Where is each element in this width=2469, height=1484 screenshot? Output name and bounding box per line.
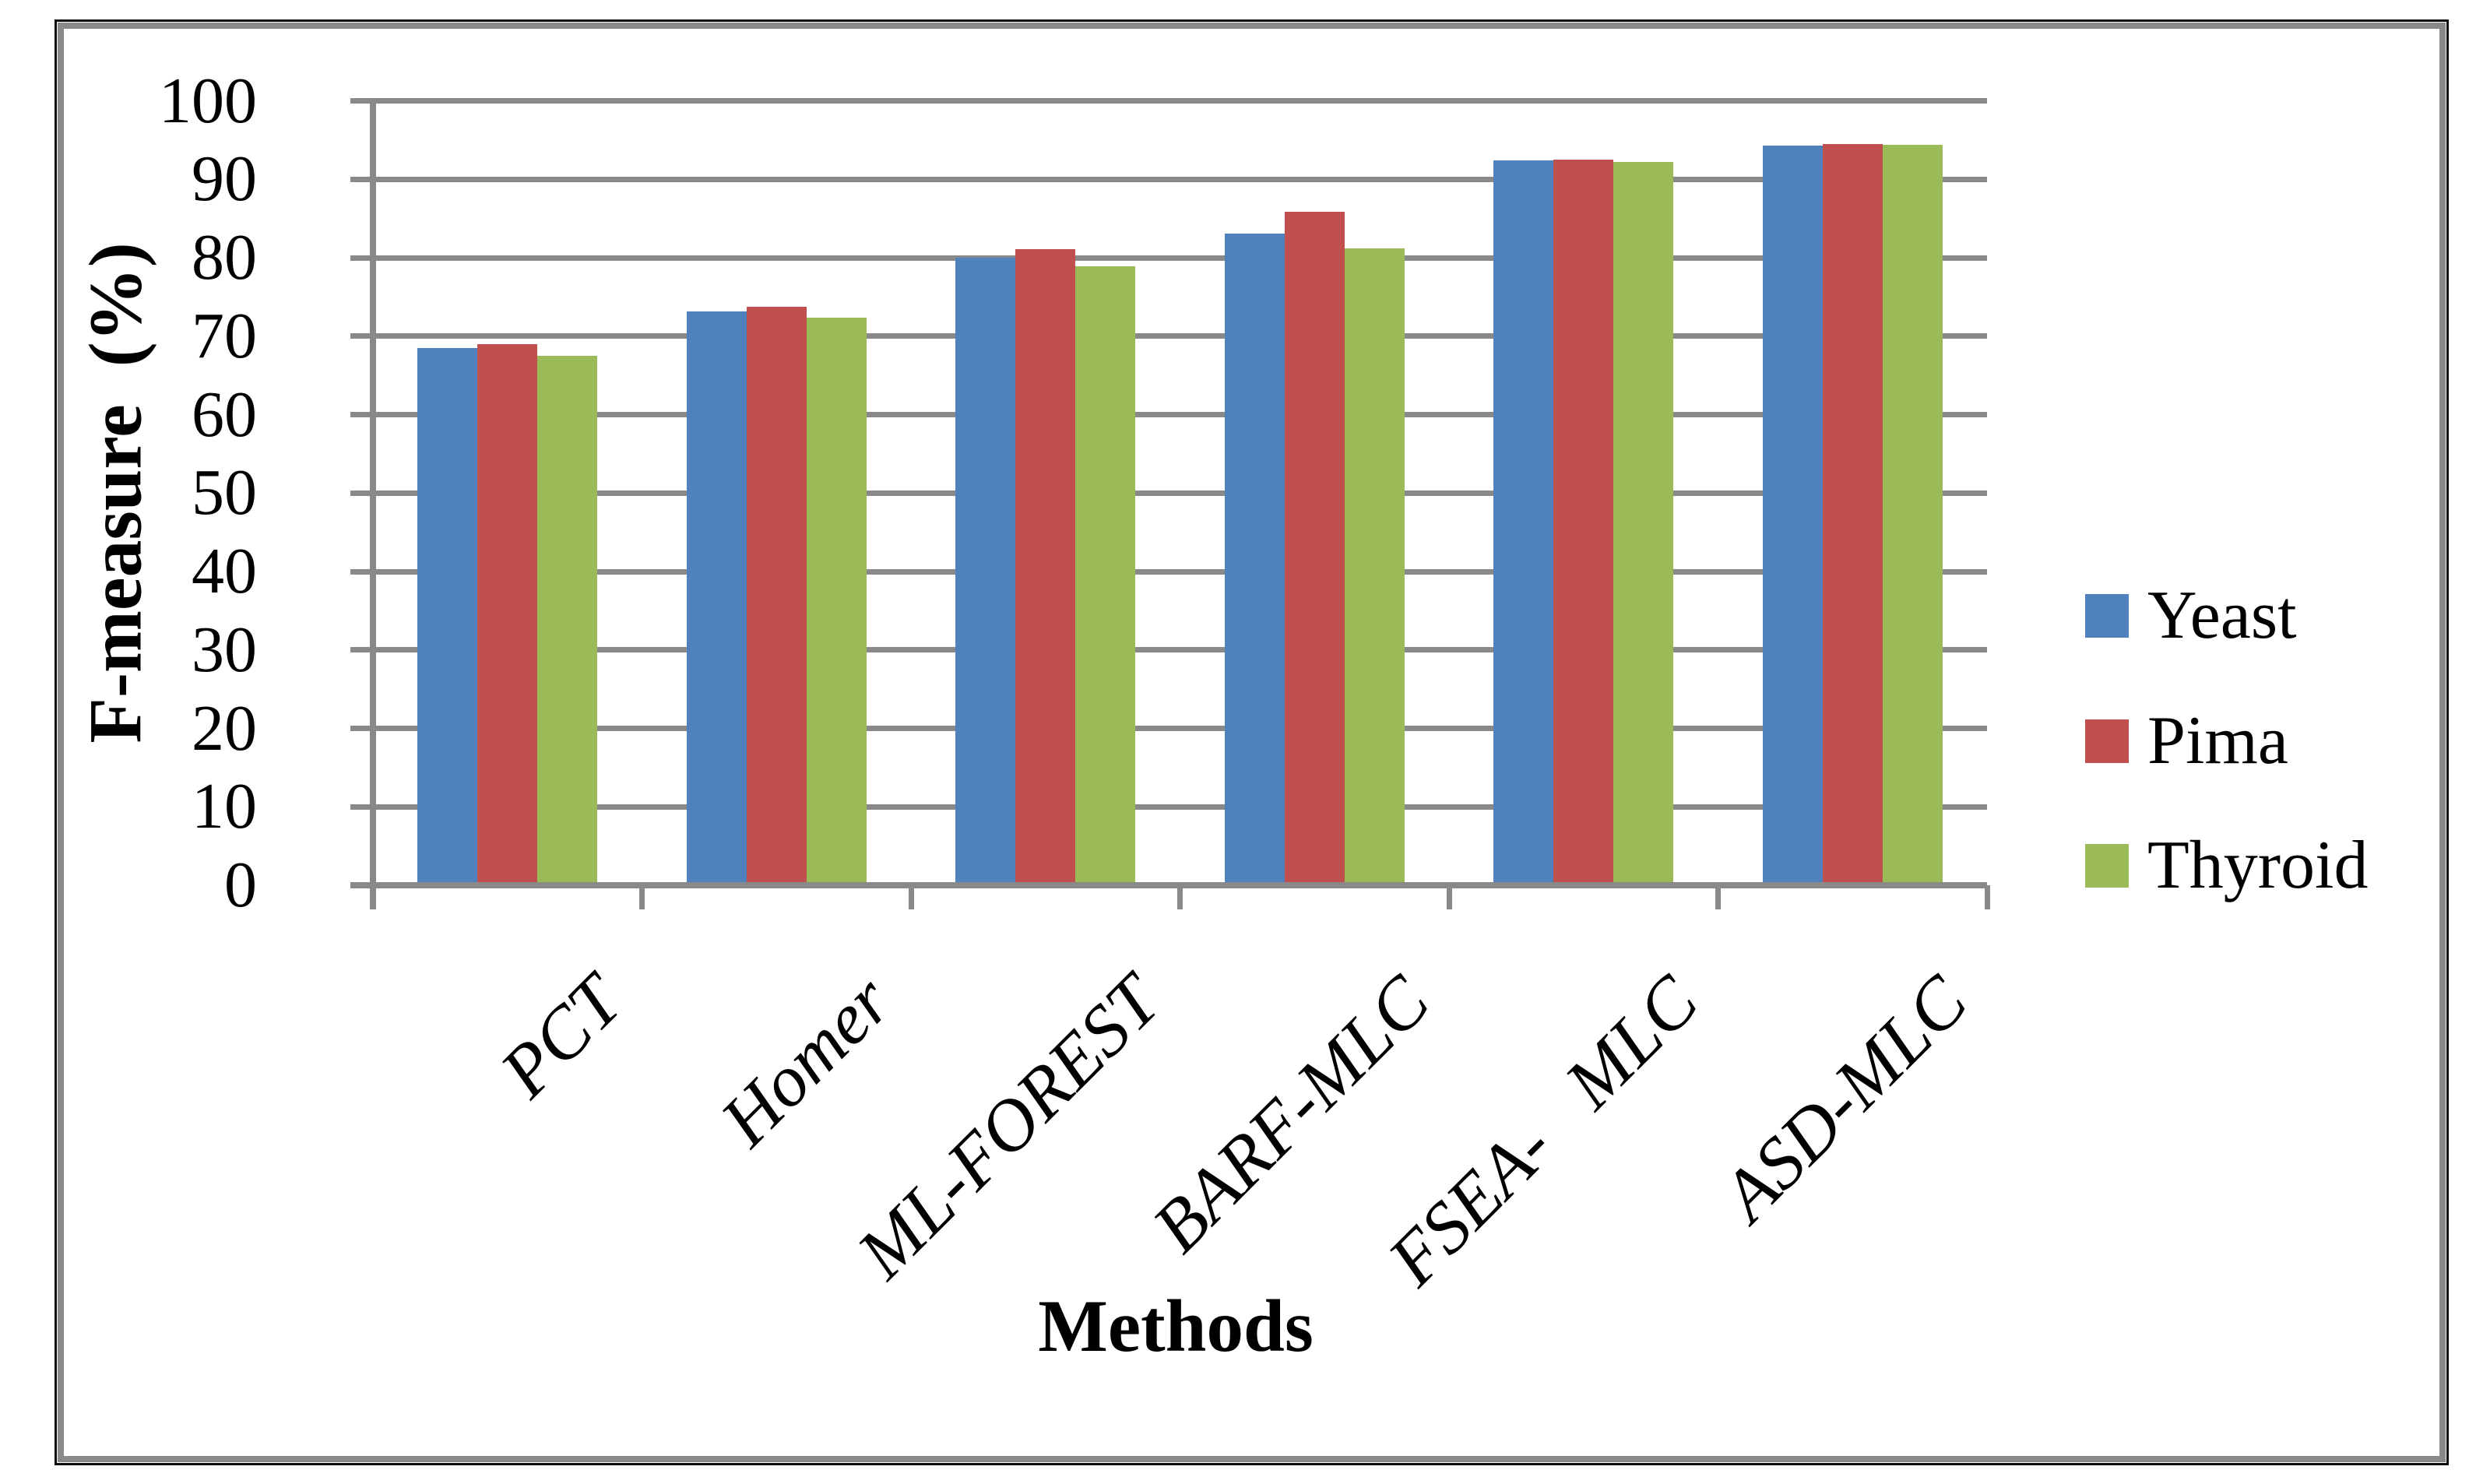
gridline [350, 726, 1987, 731]
y-tick-label: 0 [224, 849, 257, 921]
x-axis-line [350, 882, 1987, 888]
bar [746, 307, 807, 885]
y-tick-label: 60 [192, 378, 257, 451]
x-axis-tick [908, 885, 914, 909]
gridline [350, 176, 1987, 182]
bar [1493, 160, 1554, 885]
y-tick-label: 50 [192, 456, 257, 529]
bar [1553, 160, 1614, 885]
x-axis-title: Methods [1038, 1285, 1314, 1367]
x-axis-tick [639, 885, 645, 909]
bar [477, 343, 538, 885]
x-axis-tick [1177, 885, 1183, 909]
y-axis-line [370, 98, 376, 909]
gridline [350, 412, 1987, 417]
gridline [350, 804, 1987, 810]
gridline [350, 568, 1987, 575]
inner-border [58, 23, 2446, 1462]
category-label: Homer [705, 960, 907, 1162]
category-label: ASD-MLC [1707, 960, 1983, 1236]
bar [537, 355, 598, 885]
bar [417, 347, 478, 885]
category-label: PCT [485, 960, 638, 1113]
bar [1344, 248, 1405, 885]
bar [1075, 266, 1136, 885]
bar [1822, 143, 1883, 885]
outer-border [55, 19, 2449, 1465]
y-axis-title: F-measure (%) [73, 242, 157, 744]
gridline [350, 98, 1987, 104]
y-tick-label: 40 [192, 535, 257, 607]
gridline [350, 490, 1987, 496]
bar [686, 311, 747, 885]
gridline [350, 255, 1987, 261]
x-axis-tick [370, 885, 376, 909]
gridline [350, 647, 1987, 653]
y-tick-label: 20 [192, 691, 257, 765]
y-tick-label: 70 [192, 299, 257, 372]
bar [1882, 144, 1943, 885]
gridline [350, 333, 1987, 339]
bar [806, 317, 867, 885]
bar [1224, 233, 1285, 885]
bar [955, 258, 1016, 885]
y-tick-label: 100 [159, 64, 257, 137]
y-tick-label: 90 [192, 142, 257, 216]
x-axis-tick [1446, 885, 1452, 909]
y-tick-label: 30 [192, 613, 257, 686]
x-axis-tick [1984, 885, 1990, 909]
y-tick-label: 10 [192, 770, 257, 843]
x-axis-tick [1715, 885, 1721, 909]
bar [1762, 145, 1823, 885]
y-tick-label: 80 [192, 221, 257, 294]
bar [1015, 248, 1076, 885]
bar [1613, 162, 1674, 885]
bar [1284, 211, 1345, 885]
